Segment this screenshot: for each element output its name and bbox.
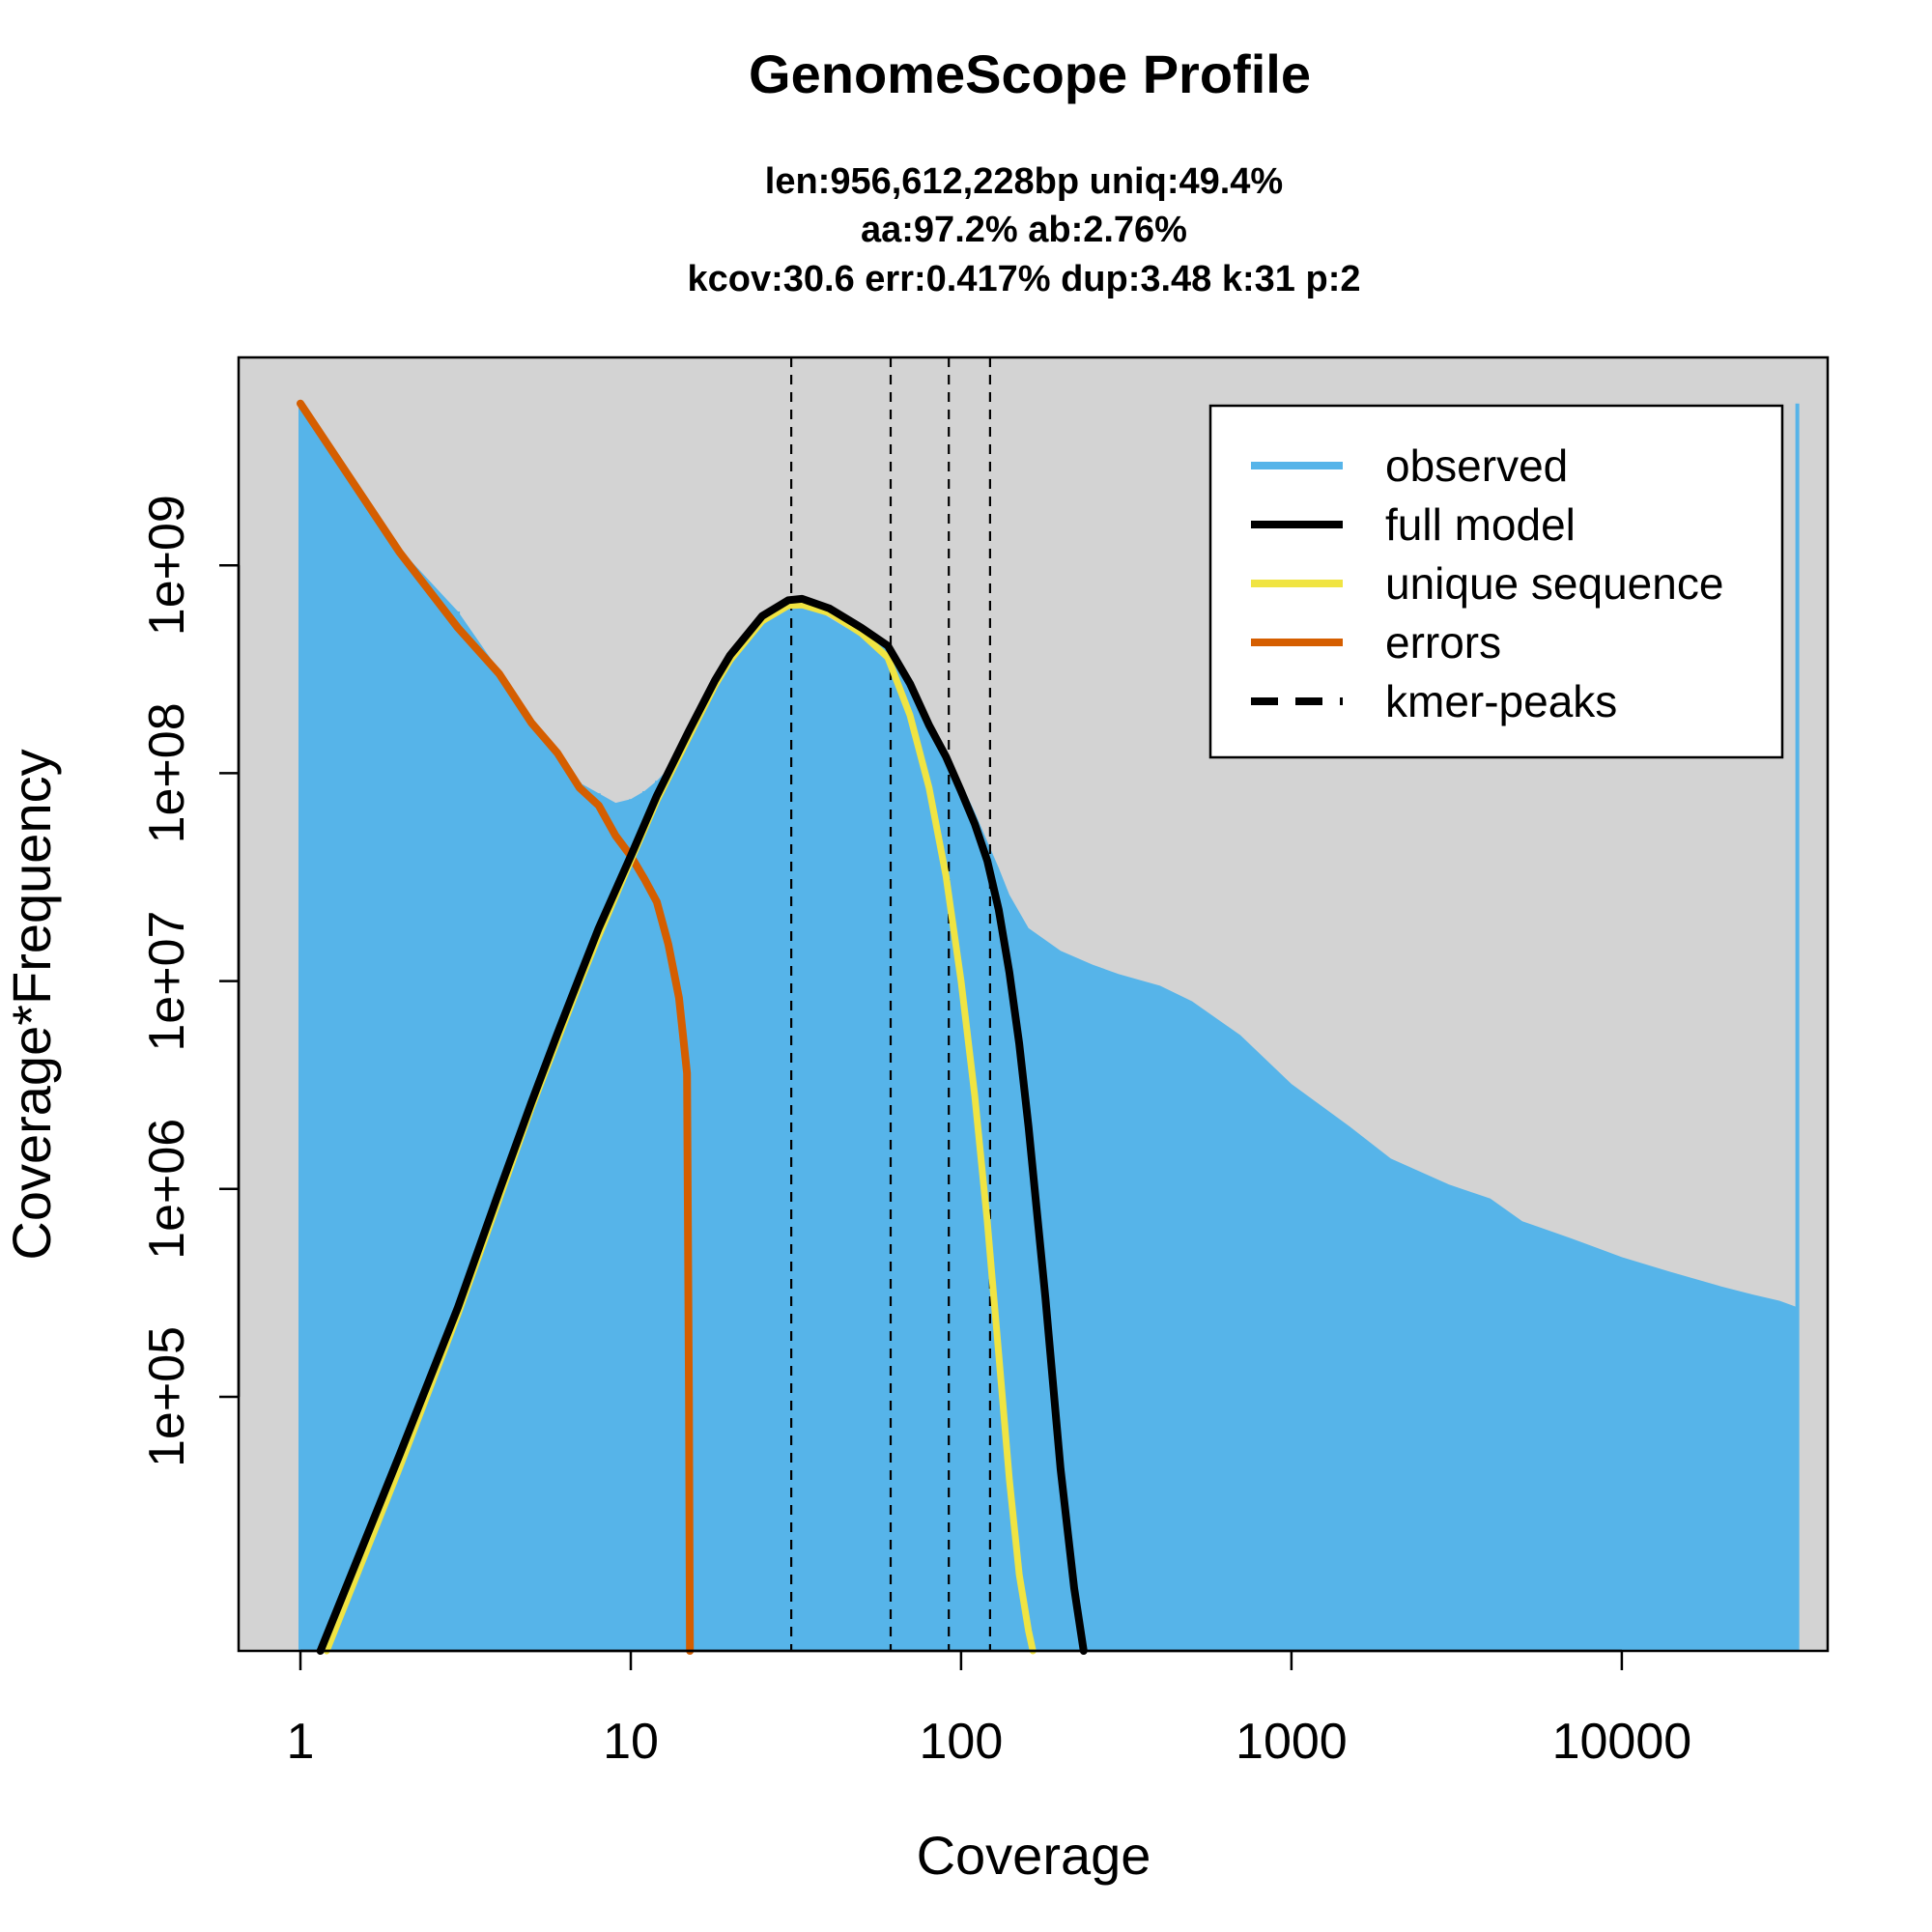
- x-tick-label: 100: [920, 1714, 1004, 1770]
- y-tick-label: 1e+09: [139, 495, 195, 636]
- chart-subtitle-line-3: kcov:30.6 err:0.417% dup:3.48 k:31 p:2: [687, 259, 1360, 299]
- kmer-peak-lines: [789, 357, 992, 1651]
- legend-label: observed: [1385, 440, 1568, 491]
- y-tick-label: 1e+08: [139, 702, 195, 843]
- y-tick-label: 1e+07: [139, 911, 195, 1052]
- y-tick-label: 1e+05: [139, 1326, 195, 1467]
- chart-title: GenomeScope Profile: [749, 43, 1311, 104]
- x-axis: 1 10 100 1000 10000: [287, 1649, 1692, 1770]
- legend-label: full model: [1385, 499, 1576, 550]
- chart-subtitle-line-2: aa:97.2% ab:2.76%: [861, 210, 1187, 250]
- legend-label: errors: [1385, 617, 1501, 668]
- model-curves: [297, 399, 1088, 1655]
- x-tick-label: 10: [603, 1714, 659, 1770]
- legend: observed full model unique sequence errors k…: [1208, 404, 1784, 759]
- legend-label: kmer-peaks: [1385, 676, 1617, 726]
- y-axis: 1e+05 1e+06 1e+07 1e+08 1e+09: [139, 495, 241, 1467]
- observed-area: [300, 403, 1798, 1652]
- chart-subtitle-line-1: len:956,612,228bp uniq:49.4%: [765, 161, 1283, 202]
- legend-label: unique sequence: [1385, 558, 1723, 609]
- full-model-line: [316, 594, 1088, 1655]
- x-tick-label: 10000: [1552, 1714, 1692, 1770]
- y-axis-label: Coverage*Frequency: [1, 749, 62, 1260]
- x-axis-label: Coverage: [917, 1825, 1151, 1886]
- x-tick-label: 1000: [1236, 1714, 1348, 1770]
- x-tick-label: 1: [287, 1714, 315, 1770]
- y-tick-label: 1e+06: [139, 1119, 195, 1260]
- errors-line: [297, 399, 695, 1655]
